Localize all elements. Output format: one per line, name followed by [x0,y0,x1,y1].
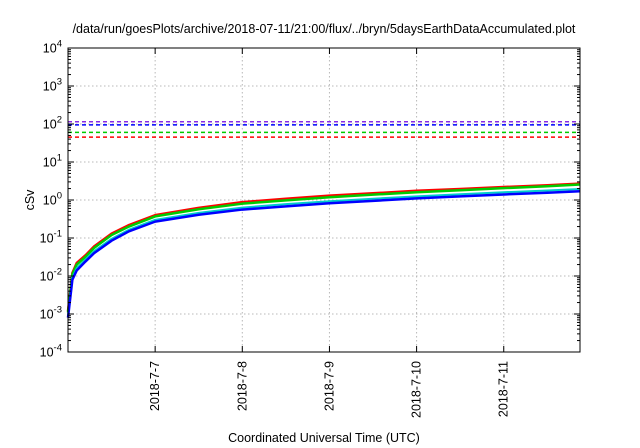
x-axis-label: Coordinated Universal Time (UTC) [228,431,420,445]
y-tick-label: 101 [43,153,62,170]
threshold-lines [68,120,580,138]
x-tick-label: 2018-7-8 [235,361,249,411]
x-axis: 2018-7-7 2018-7-8 2018-7-9 2018-7-10 2018-7-… [148,48,511,418]
y-tick-label: 10-3 [40,305,62,322]
y-tick-label: 10-4 [40,343,62,360]
y-tick-label: 102 [43,115,62,132]
y-tick-label: 103 [43,77,62,94]
x-tick-label: 2018-7-10 [410,361,424,418]
grid [68,48,580,352]
x-tick-label: 2018-7-11 [497,361,511,417]
y-tick-label: 100 [43,191,62,208]
series-lines [66,182,581,318]
series-line [67,187,581,316]
y-axis-label: cSv [23,189,37,211]
x-tick-label: 2018-7-9 [322,361,336,411]
y-tick-label: 10-1 [40,229,62,246]
series-line [66,183,581,313]
chart-title: /data/run/goesPlots/archive/2018-07-11/2… [73,22,576,36]
series-line [66,189,581,318]
y-tick-label: 104 [43,39,62,56]
y-tick-label: 10-2 [40,267,62,284]
x-tick-label: 2018-7-7 [148,361,162,411]
